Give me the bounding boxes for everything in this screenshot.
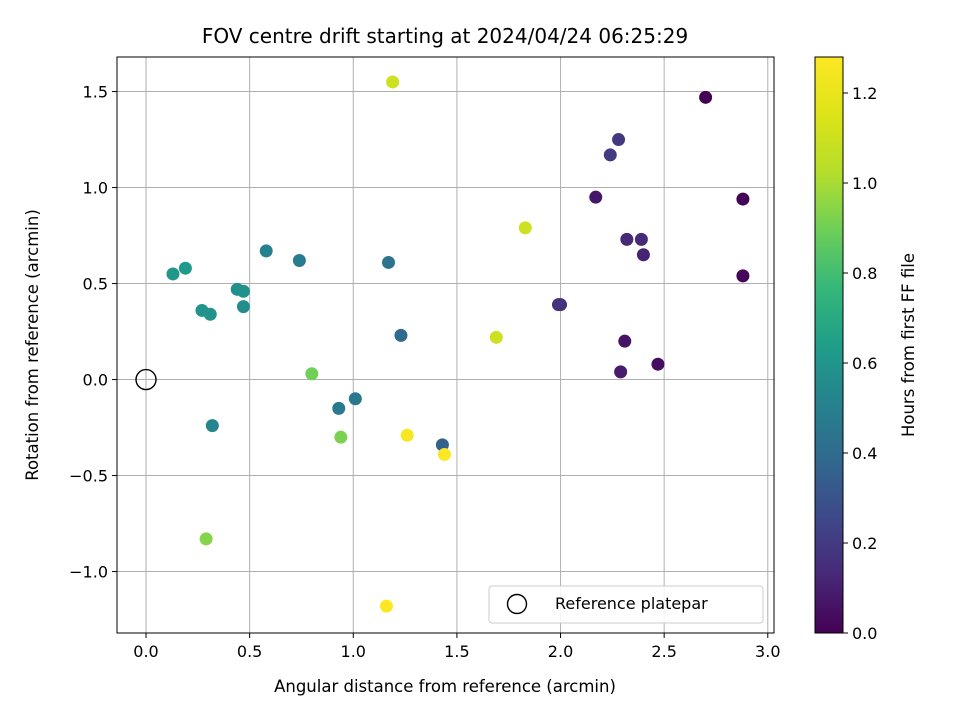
x-tick-label: 2.5 (651, 642, 676, 661)
x-axis-ticks: 0.0 0.5 1.0 1.5 2.0 2.5 3.0 (133, 633, 781, 661)
scatter-point (292, 254, 306, 268)
colorbar-ticks: 0.0 0.2 0.4 0.6 0.8 1.0 1.2 (843, 84, 877, 643)
x-tick-label: 3.0 (755, 642, 780, 661)
x-tick-label: 0.5 (237, 642, 262, 661)
y-tick-label: 1.5 (83, 83, 108, 102)
scatter-point (589, 190, 603, 204)
reference-marker-layer (135, 368, 157, 391)
scatter-point (620, 232, 634, 246)
legend-label-reference-platepar: Reference platepar (555, 594, 708, 613)
scatter-point (334, 430, 348, 444)
scatter-point (166, 267, 180, 281)
scatter-point (551, 298, 565, 312)
scatter-point (518, 221, 532, 235)
reference-platepar-marker (135, 368, 157, 391)
scatter-point (400, 428, 414, 442)
colorbar-tick-label: 0.2 (852, 534, 877, 553)
grid (117, 57, 774, 633)
scatter-point (236, 284, 250, 298)
scatter-point (603, 148, 617, 162)
chart-title: FOV centre drift starting at 2024/04/24 … (202, 24, 688, 48)
colorbar-gradient (814, 56, 844, 634)
y-tick-label: −1.0 (69, 563, 108, 582)
scatter-point (437, 447, 451, 461)
scatter-point (612, 133, 626, 147)
scatter-point (195, 303, 209, 317)
legend-marker-reference-platepar (506, 593, 528, 615)
scatter-point (205, 419, 219, 433)
scatter-point (618, 334, 632, 348)
scatter-point (236, 300, 250, 314)
scatter-point (634, 232, 648, 246)
x-tick-label: 1.0 (341, 642, 366, 661)
x-tick-label: 0.0 (133, 642, 158, 661)
scatter-point (199, 532, 213, 546)
scatter-point (736, 269, 750, 283)
legend-box (488, 585, 764, 624)
scatter-point (379, 599, 393, 613)
x-axis-label: Angular distance from reference (arcmin) (274, 677, 616, 696)
scatter-point (332, 401, 346, 415)
y-tick-label: 1.0 (83, 179, 108, 198)
y-axis-ticks: −1.0 −0.5 0.0 0.5 1.0 1.5 (69, 83, 117, 582)
legend: Reference platepar (488, 585, 764, 624)
scatter-point (382, 255, 396, 269)
colorbar-tick-label: 0.8 (852, 264, 877, 283)
scatter-point (736, 192, 750, 206)
scatter-point (178, 261, 192, 275)
y-tick-label: 0.5 (83, 275, 108, 294)
scatter-point (636, 248, 650, 262)
scatter-point (259, 244, 273, 258)
colorbar-label: Hours from first FF file (899, 253, 918, 437)
scatter-point (489, 330, 503, 344)
plot-frame (116, 56, 775, 634)
scatter-point (394, 328, 408, 342)
scatter-point (614, 365, 628, 379)
scatter-point (305, 367, 319, 381)
colorbar-tick-label: 0.4 (852, 444, 877, 463)
data-points (166, 75, 750, 613)
scatter-point (348, 392, 362, 406)
colorbar-tick-label: 1.2 (852, 84, 877, 103)
colorbar-tick-label: 1.0 (852, 174, 877, 193)
x-tick-label: 2.0 (548, 642, 573, 661)
y-axis-label: Rotation from reference (arcmin) (23, 209, 42, 481)
colorbar-tick-label: 0.0 (852, 624, 877, 643)
x-tick-label: 1.5 (444, 642, 469, 661)
y-tick-label: −0.5 (69, 467, 108, 486)
scatter-point (651, 357, 665, 371)
y-tick-label: 0.0 (83, 371, 108, 390)
scatter-point (386, 75, 400, 89)
colorbar-tick-label: 0.6 (852, 354, 877, 373)
colorbar: 0.0 0.2 0.4 0.6 0.8 1.0 1.2 Hours from first F… (814, 56, 918, 643)
scatter-point (699, 90, 713, 104)
